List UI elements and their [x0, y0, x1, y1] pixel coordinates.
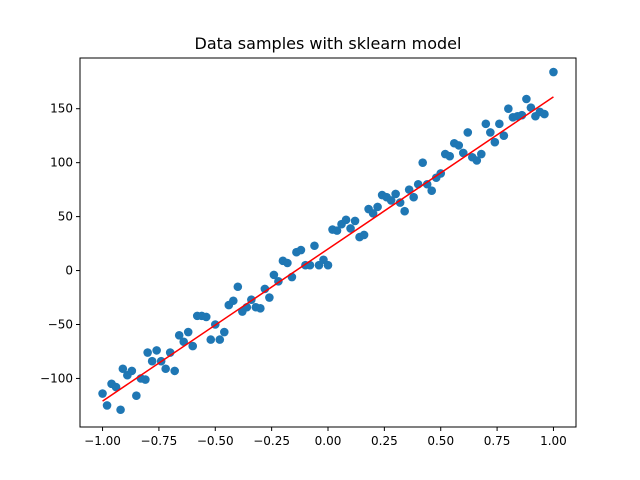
scatter-point	[549, 67, 558, 77]
scatter-point	[481, 119, 491, 129]
scatter-point	[260, 284, 270, 294]
chart-title: Data samples with sklearn model	[195, 34, 462, 53]
scatter-point	[522, 94, 531, 104]
scatter-point	[540, 109, 549, 119]
scatter-point	[368, 209, 378, 218]
scatter-point	[102, 401, 112, 410]
x-tick-label: −0.25	[253, 434, 290, 448]
x-tick-label: −0.75	[141, 434, 178, 448]
scatter-point	[116, 405, 125, 415]
scatter-point	[305, 260, 315, 270]
scatter-point	[310, 241, 319, 251]
regression-line	[102, 96, 554, 402]
scatter-point	[463, 128, 473, 137]
scatter-point	[418, 158, 427, 167]
scatter-point	[132, 391, 141, 401]
scatter-point	[147, 356, 157, 366]
scatter-point	[183, 327, 193, 337]
scatter-point	[127, 366, 137, 376]
scatter-point	[404, 185, 414, 194]
scatter-point	[283, 258, 292, 268]
scatter-point	[427, 186, 437, 196]
scatter-point	[215, 335, 225, 344]
x-tick-label: 1.00	[540, 434, 567, 448]
scatter-point	[233, 282, 243, 292]
scatter-point	[486, 128, 495, 137]
scatter-point	[454, 141, 464, 150]
scatter-point	[472, 156, 482, 165]
x-tick-label: 0.25	[371, 434, 398, 448]
scatter-point	[111, 382, 121, 392]
scatter-point	[323, 260, 333, 270]
scatter-point	[141, 375, 150, 384]
scatter-point	[391, 189, 400, 199]
scatter-point	[346, 224, 355, 233]
scatter-point	[395, 198, 405, 207]
scatter-point	[174, 330, 184, 340]
scatter-point	[229, 296, 238, 306]
scatter-point	[504, 104, 513, 114]
scatter-point	[256, 304, 265, 313]
scatter-point	[269, 270, 279, 280]
scatter-point	[296, 245, 306, 255]
scatter-point	[118, 364, 128, 374]
scatter-point	[98, 389, 107, 398]
scatter-point	[341, 215, 351, 225]
scatter-point	[332, 226, 342, 235]
scatter-point	[495, 119, 504, 129]
scatter-point	[458, 148, 468, 158]
scatter-point	[201, 312, 211, 322]
y-tick-label: 150	[50, 102, 73, 116]
y-tick-label: −50	[48, 318, 73, 332]
x-axis: −1.00 −0.75 −0.50 −0.25 0.00 0.25 0.50 0.75 1.00	[84, 427, 567, 448]
scatter-point	[170, 366, 179, 376]
scatter-point	[373, 202, 382, 212]
y-tick-label: 100	[50, 156, 73, 170]
scatter-point	[143, 348, 152, 357]
scatter-point	[499, 131, 509, 140]
scatter-point	[422, 179, 432, 189]
plot-area	[98, 67, 558, 415]
scatter-point	[409, 192, 418, 202]
y-tick-label: 50	[58, 210, 73, 224]
x-tick-label: 0.00	[315, 434, 342, 448]
scatter-point	[161, 364, 170, 374]
scatter-point	[490, 137, 500, 147]
scatter-point	[359, 230, 369, 240]
scatter-point	[400, 206, 409, 216]
scatter-point	[206, 335, 216, 344]
scatter-point	[152, 346, 161, 355]
y-axis: −100 −50 0 50 100 150	[40, 102, 80, 385]
y-tick-label: −100	[40, 371, 73, 385]
scatter-point	[219, 327, 229, 337]
scatter-point	[445, 151, 455, 161]
scatter-point	[386, 196, 396, 205]
scatter-point	[265, 293, 274, 302]
scatter-point	[350, 216, 360, 226]
y-tick-label: 0	[65, 264, 73, 278]
x-tick-label: −0.50	[197, 434, 234, 448]
x-tick-label: −1.00	[84, 434, 121, 448]
scatter-point	[477, 149, 486, 159]
scatter-point	[188, 341, 198, 351]
scatter-point	[179, 337, 189, 347]
x-tick-label: 0.75	[484, 434, 511, 448]
x-tick-label: 0.50	[427, 434, 454, 448]
